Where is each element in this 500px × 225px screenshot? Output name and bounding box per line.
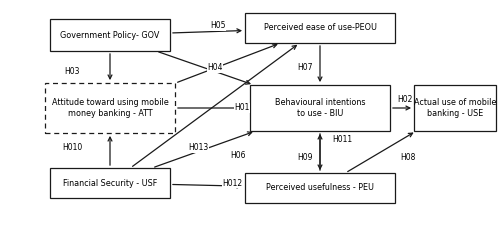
Text: H05: H05 — [210, 22, 226, 31]
Text: Perceived ease of use-PEOU: Perceived ease of use-PEOU — [264, 23, 376, 32]
Text: H01: H01 — [234, 104, 250, 112]
FancyBboxPatch shape — [45, 83, 175, 133]
Text: H02: H02 — [398, 95, 412, 104]
Text: H09: H09 — [297, 153, 313, 162]
FancyBboxPatch shape — [245, 13, 395, 43]
FancyBboxPatch shape — [414, 85, 496, 131]
FancyBboxPatch shape — [245, 173, 395, 203]
Text: H03: H03 — [64, 68, 80, 76]
FancyBboxPatch shape — [50, 168, 170, 198]
Text: H06: H06 — [230, 151, 246, 160]
Text: H04: H04 — [208, 63, 223, 72]
Text: Behavioural intentions
to use - BIU: Behavioural intentions to use - BIU — [275, 98, 365, 118]
Text: Attitude toward using mobile
money banking - ATT: Attitude toward using mobile money banki… — [52, 98, 168, 118]
Text: Government Policy- GOV: Government Policy- GOV — [60, 31, 160, 40]
Text: H013: H013 — [188, 144, 208, 153]
Text: Perceived usefulness - PEU: Perceived usefulness - PEU — [266, 184, 374, 193]
FancyBboxPatch shape — [50, 19, 170, 51]
Text: H08: H08 — [400, 153, 415, 162]
Text: H07: H07 — [297, 63, 313, 72]
FancyBboxPatch shape — [250, 85, 390, 131]
Text: H011: H011 — [332, 135, 352, 144]
Text: H010: H010 — [62, 144, 82, 153]
Text: H012: H012 — [222, 178, 242, 187]
Text: Actual use of mobile
banking - USE: Actual use of mobile banking - USE — [414, 98, 496, 118]
Text: Financial Security - USF: Financial Security - USF — [63, 178, 157, 187]
